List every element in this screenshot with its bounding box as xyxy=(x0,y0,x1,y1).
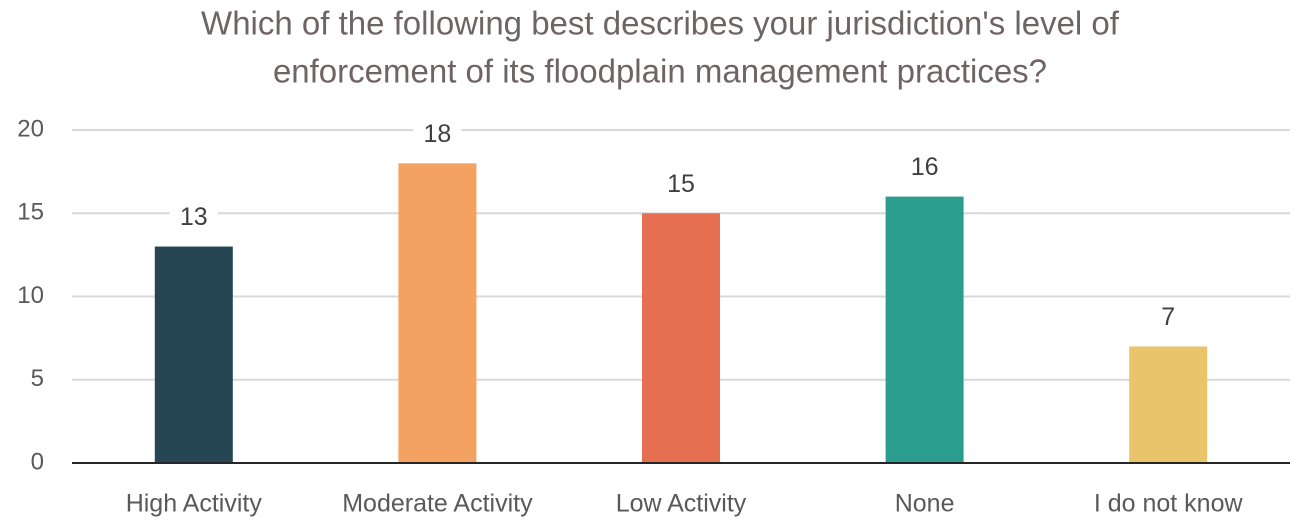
bar xyxy=(642,213,720,463)
label-background xyxy=(900,148,949,185)
label-background xyxy=(413,115,462,152)
x-tick-label: Low Activity xyxy=(616,490,747,518)
label-background xyxy=(1144,298,1193,335)
y-tick-label: 20 xyxy=(17,115,44,142)
data-label: 15 xyxy=(667,170,695,198)
data-label: 16 xyxy=(911,153,939,181)
data-label: 7 xyxy=(1161,303,1175,331)
label-background xyxy=(169,198,218,235)
x-tick-label: None xyxy=(895,490,955,518)
x-tick-label: High Activity xyxy=(126,490,263,518)
data-label: 18 xyxy=(423,120,451,148)
y-tick-label: 5 xyxy=(31,365,44,392)
y-tick-label: 0 xyxy=(31,448,44,475)
y-tick-label: 15 xyxy=(17,199,44,226)
chart-title: Which of the following best describes yo… xyxy=(201,5,1120,42)
bar xyxy=(154,246,233,463)
bar xyxy=(398,163,477,464)
bar xyxy=(885,196,964,463)
x-tick-label: I do not know xyxy=(1094,490,1244,518)
x-tick-label: Moderate Activity xyxy=(342,490,533,518)
data-label: 13 xyxy=(180,203,208,231)
label-background xyxy=(657,165,705,202)
y-tick-label: 10 xyxy=(17,282,44,309)
bar xyxy=(1129,346,1208,463)
chart-title: enforcement of its floodplain management… xyxy=(273,53,1047,90)
